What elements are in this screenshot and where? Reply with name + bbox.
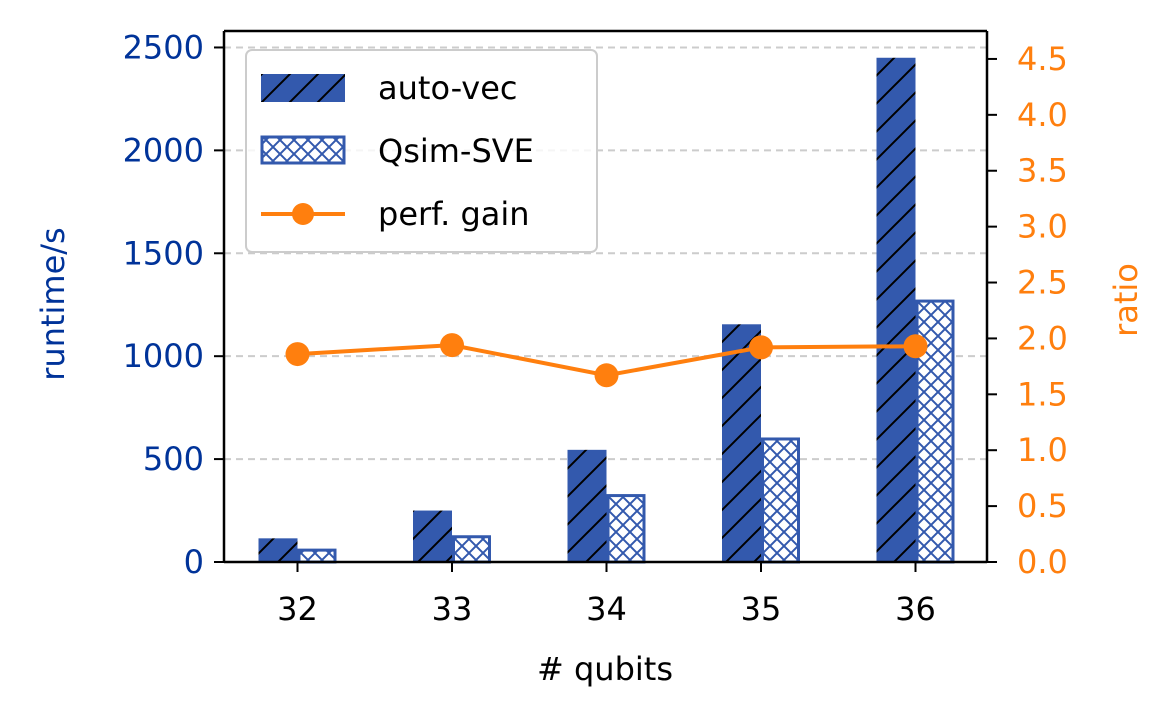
axis-labels: # qubits runtime/s ratio bbox=[34, 227, 1145, 688]
y2-tick-label: 2.0 bbox=[1017, 319, 1068, 357]
y-tick-label: 1000 bbox=[123, 337, 204, 375]
y2-tick-label: 3.5 bbox=[1017, 152, 1068, 190]
bar-auto-vec bbox=[722, 324, 761, 562]
y2-tick-label: 3.0 bbox=[1017, 208, 1068, 246]
y2-tick-label: 0.0 bbox=[1017, 543, 1068, 581]
bar-qsim-sve bbox=[452, 535, 491, 564]
y2-axis-label: ratio bbox=[1107, 263, 1145, 337]
legend-label-auto-vec: auto-vec bbox=[378, 69, 518, 107]
legend-swatch-auto-vec bbox=[261, 74, 345, 102]
y-tick-label: 500 bbox=[143, 440, 204, 478]
legend-marker-perf-gain bbox=[292, 203, 314, 225]
x-tick-label: 34 bbox=[586, 590, 627, 628]
axes: 0 500 1000 1500 2000 2500 0.0 0.5 1.0 1.5 2.0 2.5 3.… bbox=[123, 28, 1068, 628]
x-tick-label: 32 bbox=[277, 590, 318, 628]
perf-gain-point bbox=[440, 333, 464, 358]
x-axis-label: # qubits bbox=[537, 650, 673, 688]
bar-qsim-sve bbox=[297, 548, 337, 564]
y-axis-label: runtime/s bbox=[34, 227, 72, 380]
y2-tick-label: 1.0 bbox=[1017, 431, 1068, 469]
bar-auto-vec bbox=[258, 538, 298, 562]
y-tick-label: 0 bbox=[184, 543, 204, 581]
x-tick-label: 33 bbox=[432, 590, 473, 628]
y-tick-label: 2000 bbox=[123, 131, 204, 169]
bar-auto-vec bbox=[413, 510, 452, 562]
y2-tick-label: 4.0 bbox=[1017, 96, 1068, 134]
y2-tick-label: 4.5 bbox=[1017, 40, 1068, 78]
perf-gain-point bbox=[903, 334, 928, 359]
perf-gain-point bbox=[594, 363, 619, 388]
bar-auto-vec bbox=[876, 57, 916, 563]
legend: auto-vec Qsim-SVE perf. gain bbox=[245, 49, 598, 253]
y-tick-label: 1500 bbox=[123, 234, 204, 272]
bar-qsim-sve bbox=[606, 494, 646, 564]
legend-swatch-qsim-sve bbox=[260, 135, 346, 165]
perf-gain-point bbox=[749, 335, 773, 360]
y-tick-label: 2500 bbox=[123, 28, 204, 66]
y2-tick-label: 2.5 bbox=[1017, 264, 1068, 302]
y2-tick-label: 1.5 bbox=[1017, 375, 1068, 413]
bar-auto-vec bbox=[567, 449, 607, 562]
bars bbox=[258, 57, 955, 564]
perf-gain-line bbox=[285, 333, 928, 388]
y2-tick-label: 0.5 bbox=[1017, 487, 1068, 525]
x-tick-label: 36 bbox=[895, 590, 936, 628]
bar-qsim-sve bbox=[761, 437, 800, 564]
legend-label-perf-gain: perf. gain bbox=[378, 195, 530, 233]
perf-gain-point bbox=[285, 342, 310, 367]
legend-label-qsim-sve: Qsim-SVE bbox=[378, 132, 534, 170]
x-tick-label: 35 bbox=[741, 590, 782, 628]
